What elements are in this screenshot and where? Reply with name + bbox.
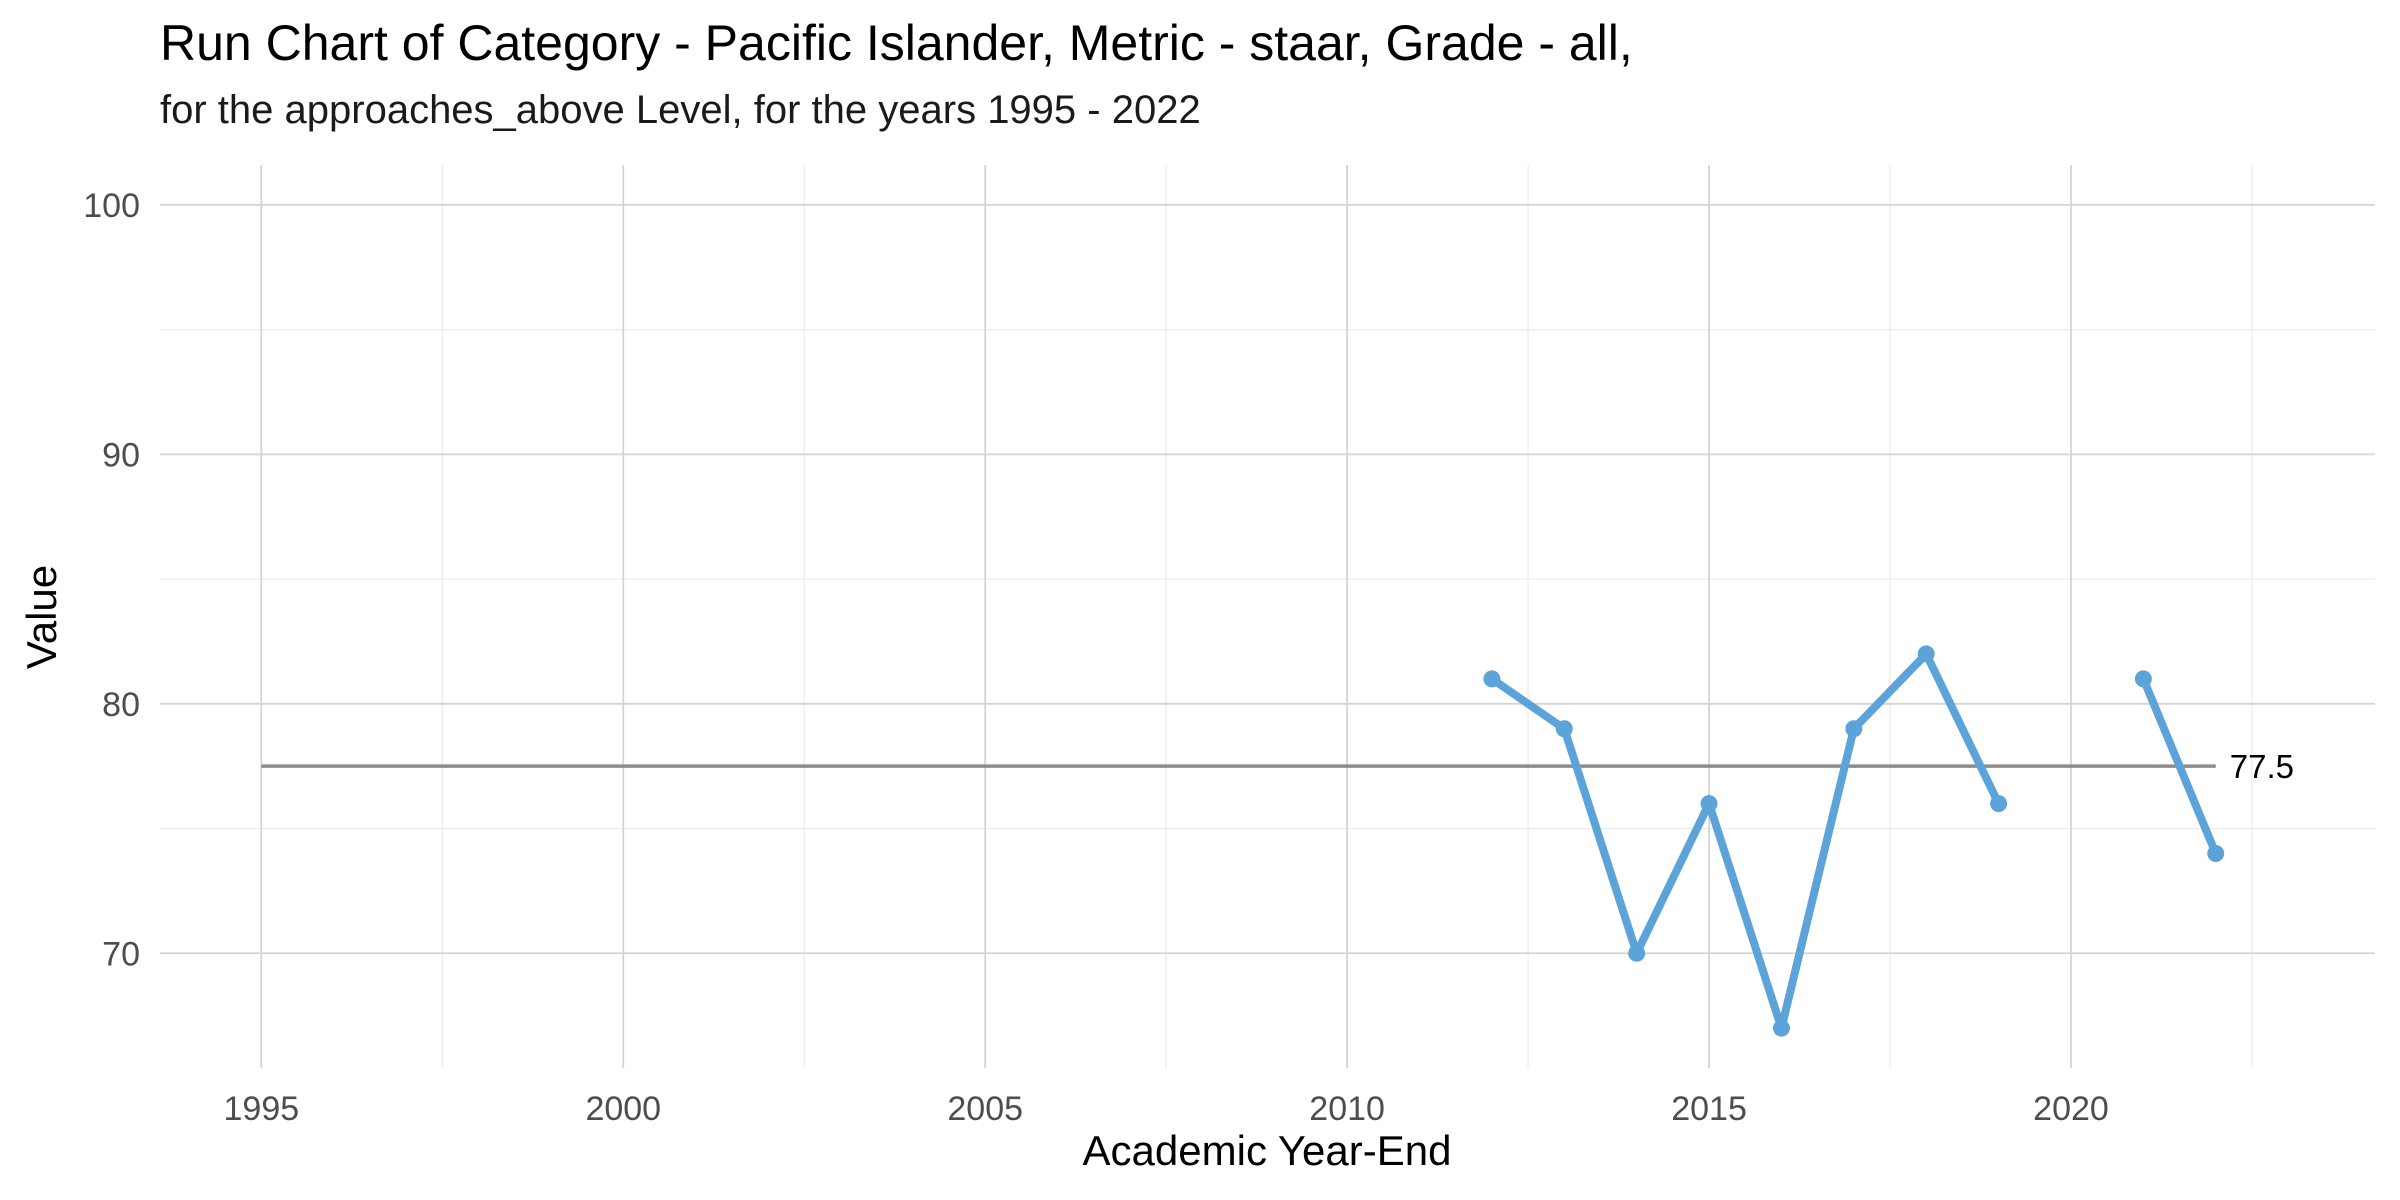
x-axis-ticks: 1995 2000 2005 2010 2015 2020 [224,1090,2109,1128]
data-point [1772,1019,1790,1037]
x-tick-label: 2005 [947,1090,1023,1128]
x-tick-label: 2010 [1309,1090,1385,1128]
data-point [1917,645,1935,663]
minor-gridlines [160,165,2375,1068]
data-point [1483,670,1501,688]
reference-line-label: 77.5 [2230,748,2294,785]
x-tick-label: 2020 [2033,1090,2109,1128]
data-point [1990,795,2008,813]
data-point [1700,795,1718,813]
y-tick-label: 90 [102,436,140,474]
data-point [1555,720,1573,738]
y-tick-label: 80 [102,686,140,724]
series-line [1487,649,2003,1033]
x-axis-title: Academic Year-End [1083,1127,1452,1174]
plot-panel [160,165,2375,1068]
chart-title: Run Chart of Category - Pacific Islander… [160,15,1633,71]
data-point [2134,670,2152,688]
reference-line-group: 77.5 [261,748,2294,785]
x-tick-label: 1995 [224,1090,300,1128]
x-tick-label: 2000 [585,1090,661,1128]
y-tick-label: 70 [102,935,140,973]
data-point [2207,844,2225,862]
series-group [1483,645,2225,1037]
y-axis-title: Value [18,565,65,669]
chart-subtitle: for the approaches_above Level, for the … [160,88,1201,132]
y-tick-label: 100 [83,187,140,225]
data-point [1628,944,1646,962]
major-gridlines [160,165,2375,1068]
x-tick-label: 2015 [1671,1090,1747,1128]
series-line [2139,674,2220,858]
data-point [1845,720,1863,738]
y-axis-ticks: 70 80 90 100 [83,187,140,973]
